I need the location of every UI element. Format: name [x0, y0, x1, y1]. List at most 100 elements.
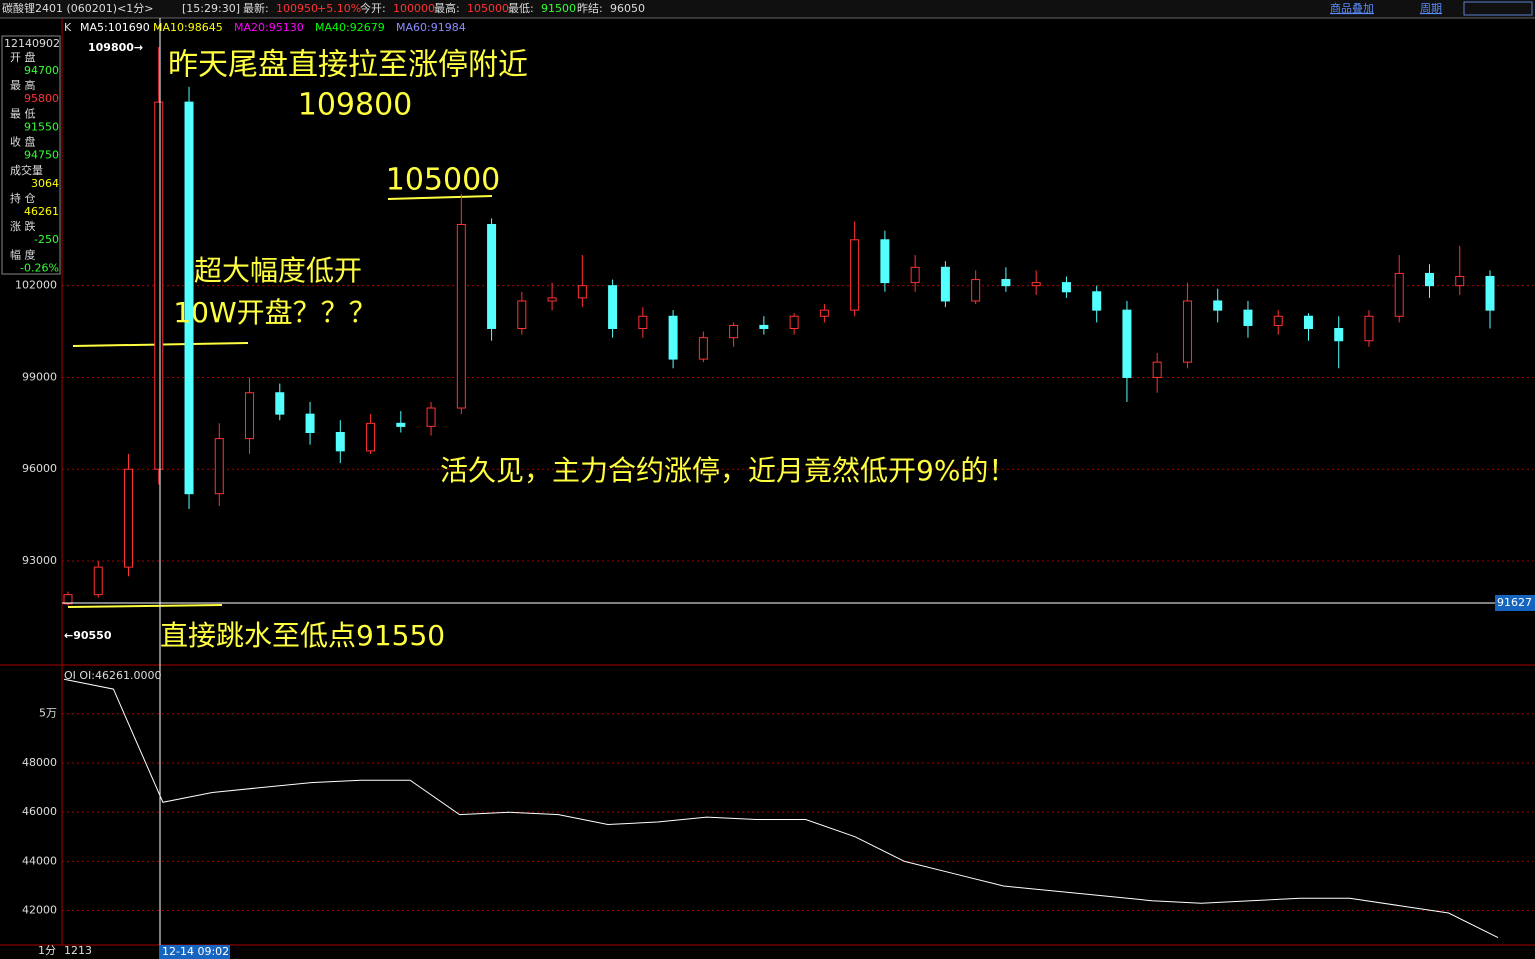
- last-price-label: 91627: [1497, 596, 1532, 609]
- candle-body: [729, 324, 739, 339]
- last-price-box: [1495, 594, 1535, 611]
- candle-body: [154, 101, 164, 470]
- info-value: 3064: [31, 177, 59, 190]
- annotation: 105000: [386, 163, 501, 198]
- candle-body: [1394, 272, 1404, 317]
- y-tick-label: 99000: [22, 370, 57, 383]
- candle-body: [1122, 309, 1132, 378]
- period-button[interactable]: 周期: [1420, 2, 1442, 15]
- candle-body: [63, 594, 73, 605]
- info-value: 46261: [24, 205, 59, 218]
- y-tick-label: 42000: [22, 904, 57, 917]
- info-label: 持 仓: [10, 191, 36, 205]
- cursor-time: 12-14 09:02: [162, 945, 229, 958]
- oi-line: [63, 678, 1499, 939]
- header-text: 最新:: [243, 1, 269, 15]
- header-text: 100000: [393, 2, 435, 15]
- footer-period: 1分: [38, 944, 56, 957]
- nav-buttons[interactable]: [1463, 1, 1533, 16]
- header-text: [15:29:30]: [182, 2, 240, 15]
- candle-body: [1334, 327, 1344, 342]
- legend-entry: MA40:92679: [315, 21, 385, 34]
- candle-body: [1031, 282, 1041, 287]
- candle-body: [1092, 291, 1102, 311]
- candle-body: [940, 266, 950, 302]
- annotation: 超大幅度低开: [194, 254, 362, 287]
- legend-entry: MA10:98645: [153, 21, 223, 34]
- candle-body: [819, 309, 829, 317]
- candle-body: [517, 300, 527, 329]
- candle-body: [1152, 361, 1162, 378]
- header-text: 100950: [276, 2, 318, 15]
- header-text: 96050: [610, 2, 645, 15]
- candle-body: [1364, 315, 1374, 342]
- legend-entry: K: [64, 21, 72, 34]
- info-label: 收 盘: [10, 135, 36, 149]
- info-value: 94700: [24, 64, 59, 77]
- candle-body: [638, 315, 648, 329]
- oi-title: OI OI:46261.0000: [64, 669, 162, 682]
- candle-body: [698, 337, 708, 360]
- info-label: 开 盘: [10, 50, 36, 64]
- info-date: 12140902: [4, 37, 60, 50]
- annotation: 109800→: [88, 41, 143, 54]
- header-text: 昨结:: [577, 2, 603, 15]
- candle-body: [1243, 309, 1253, 326]
- candle-body: [275, 392, 285, 415]
- top-bar: [0, 0, 1535, 18]
- info-value: 91550: [24, 120, 59, 133]
- header-text: 碳酸锂2401 (060201)<1分>: [2, 1, 154, 15]
- y-tick-label: 48000: [22, 756, 57, 769]
- annotation: 109800: [298, 88, 413, 123]
- candle-body: [426, 407, 436, 427]
- info-value: 94750: [24, 149, 59, 162]
- header-text: 最低:: [508, 2, 534, 15]
- y-tick-label: 46000: [22, 805, 57, 818]
- y-tick-label: 44000: [22, 854, 57, 867]
- header-text: 91500: [541, 2, 576, 15]
- candle-body: [789, 315, 799, 329]
- legend-entry: MA60:91984: [396, 21, 466, 34]
- candle-body: [366, 422, 376, 452]
- annotation: 昨天尾盘直接拉至涨停附近: [168, 48, 528, 83]
- candle-body: [335, 432, 345, 452]
- candle-body: [850, 239, 860, 311]
- candle-body: [245, 392, 255, 440]
- info-value: -250: [34, 233, 59, 246]
- overlay-button[interactable]: 商品叠加: [1330, 1, 1374, 15]
- candle-body: [456, 223, 466, 409]
- header-text: 今开:: [360, 1, 386, 15]
- candle-body: [1182, 300, 1192, 363]
- candle-body: [214, 438, 224, 495]
- header-text: 最高:: [434, 1, 460, 15]
- footer-start: 1213: [64, 944, 92, 957]
- info-label: 最 低: [10, 107, 36, 120]
- candle-body: [124, 468, 134, 568]
- candle-body: [1273, 315, 1283, 326]
- candle-body: [759, 324, 769, 329]
- annotation-line: [387, 195, 493, 200]
- candle-body: [1001, 279, 1011, 287]
- candle-body: [668, 315, 678, 360]
- candle-body: [971, 279, 981, 302]
- cursor-time-box: [159, 945, 230, 959]
- info-value: -0.26%: [20, 261, 59, 274]
- candle-body: [910, 266, 920, 284]
- candle-body: [608, 285, 618, 329]
- legend-entry: MA20:95130: [234, 21, 304, 34]
- y-tick-label: 102000: [15, 279, 57, 292]
- candle-body: [1303, 315, 1313, 329]
- annotation: 10W开盘？？？: [173, 296, 376, 329]
- candle-body: [577, 285, 587, 299]
- info-value: 95800: [24, 92, 59, 105]
- candle-body: [93, 566, 103, 596]
- candle-body: [1485, 275, 1495, 311]
- info-panel-box: [1, 35, 61, 275]
- candle-body: [487, 223, 497, 329]
- annotation: 直接跳水至低点91550: [160, 619, 445, 652]
- candle-body: [305, 413, 315, 434]
- legend-entry: MA5:101690: [80, 21, 150, 34]
- candle-body: [1455, 275, 1465, 287]
- info-label: 幅 度: [10, 247, 36, 261]
